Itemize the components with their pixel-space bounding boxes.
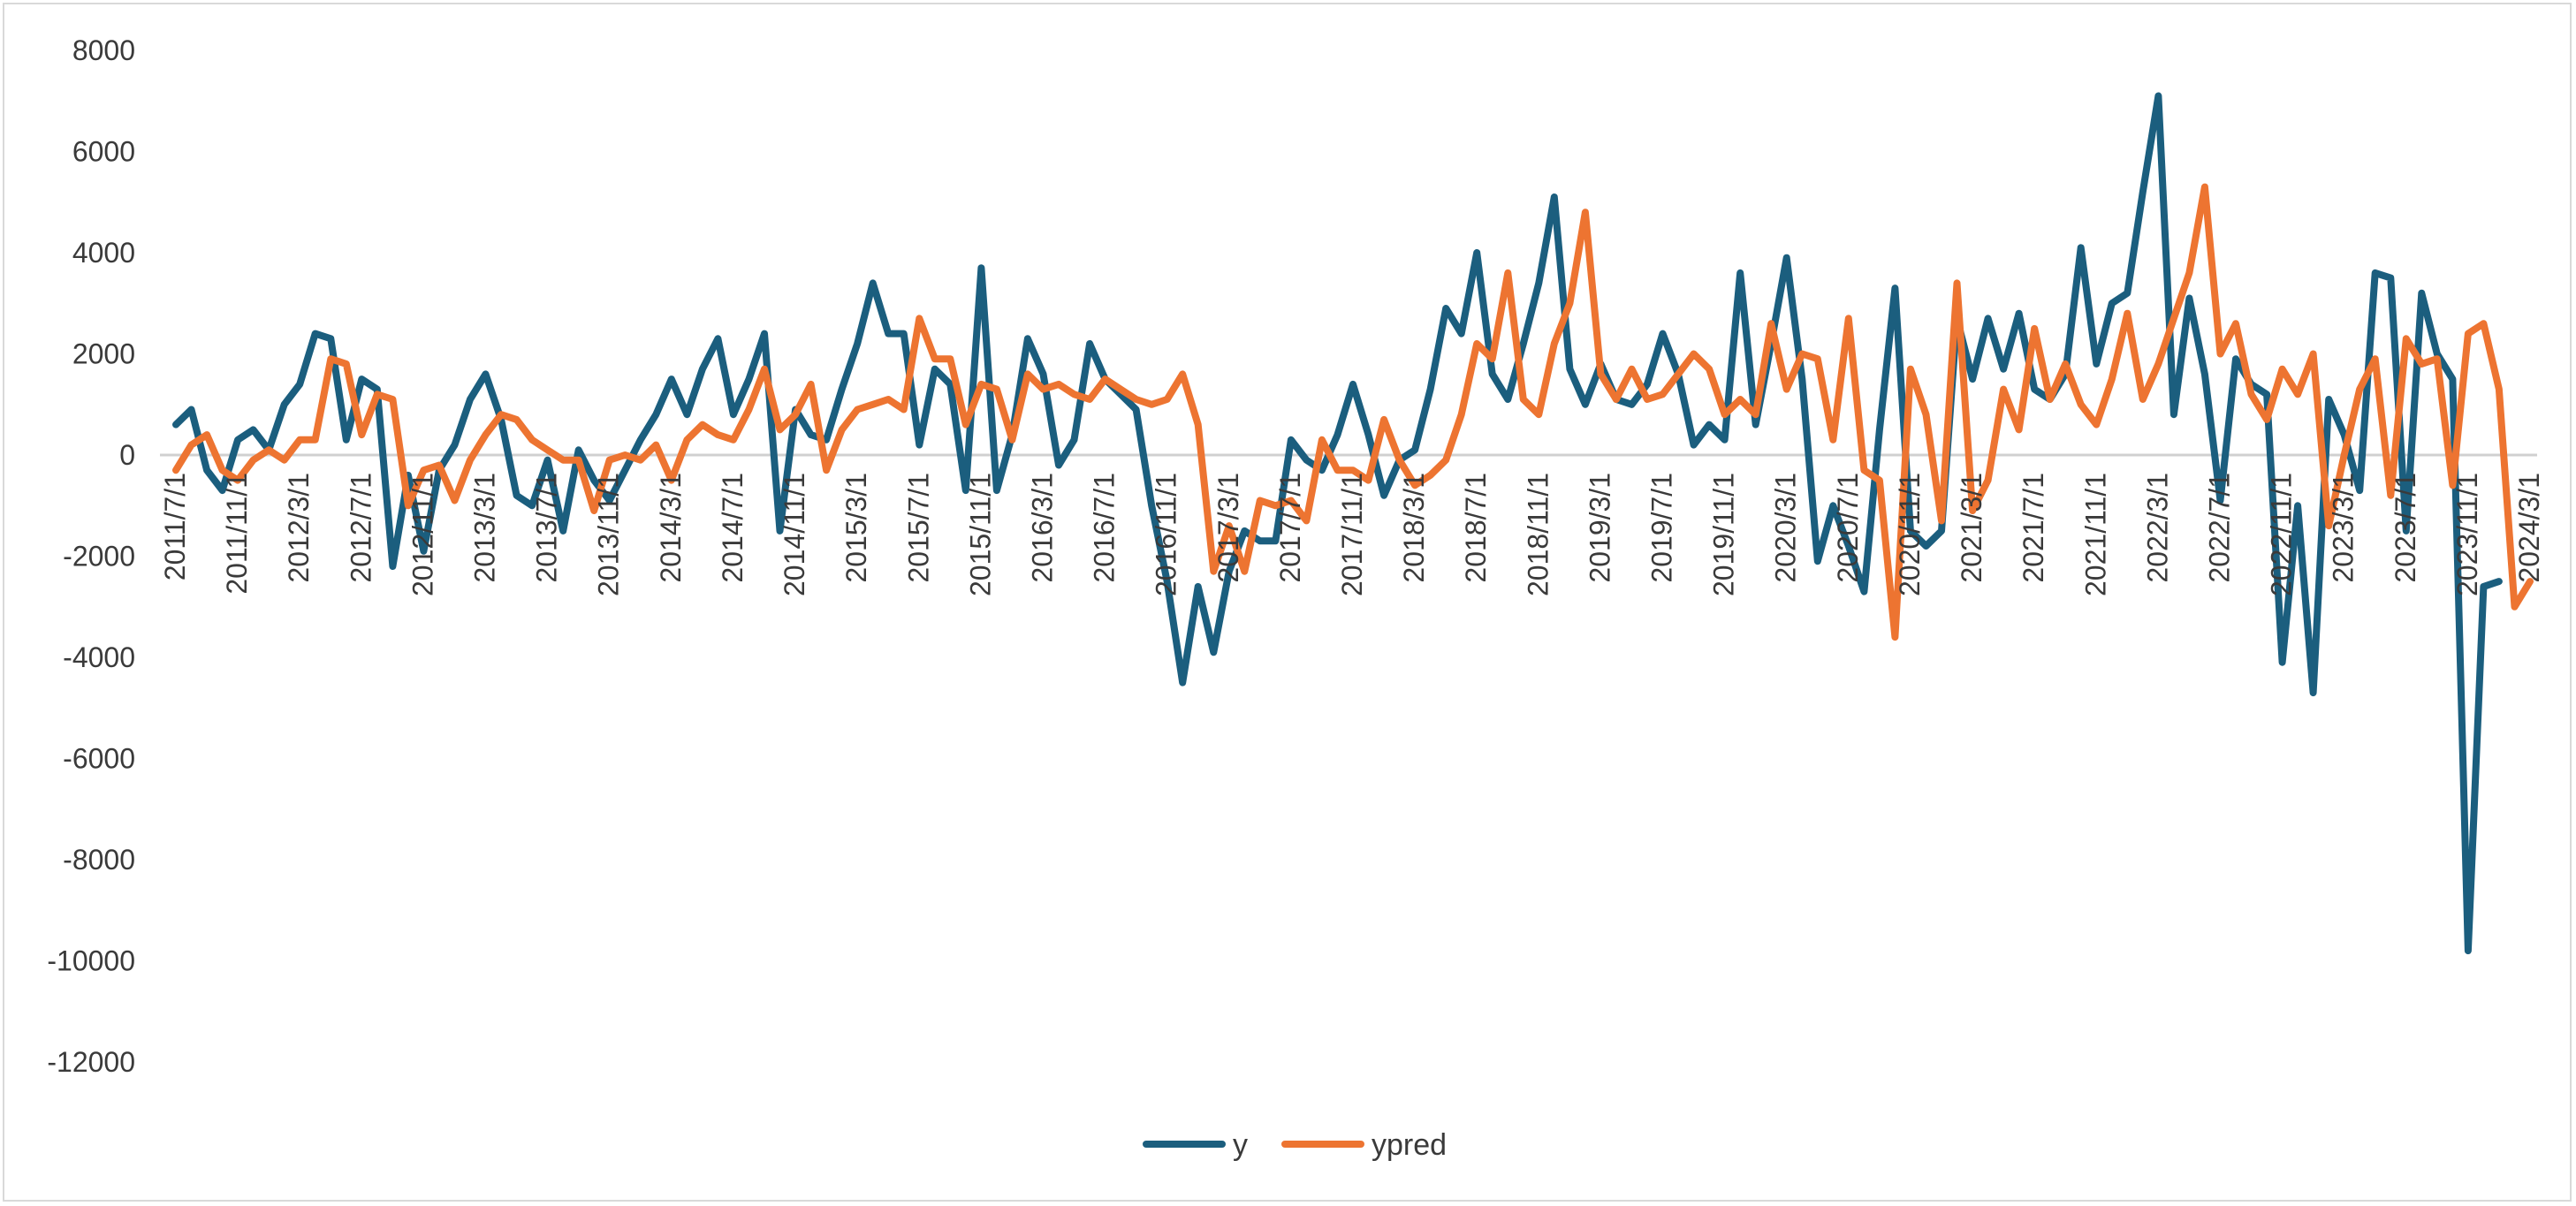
- x-tick-label: 2023/3/1: [2328, 473, 2359, 583]
- x-tick-label: 2016/3/1: [1026, 473, 1058, 583]
- series-line-y: [172, 92, 2503, 955]
- legend-label-y: y: [1233, 1128, 1248, 1162]
- x-tick-label: 2011/7/1: [159, 473, 191, 580]
- x-tick-label: 2020/3/1: [1770, 473, 1802, 583]
- x-tick-label: 2015/11/1: [964, 473, 996, 596]
- x-tick-label: 2014/11/1: [779, 473, 810, 596]
- x-tick-label: 2018/7/1: [1460, 473, 1492, 583]
- x-tick-label: 2019/7/1: [1646, 473, 1678, 583]
- y-tick-label: -10000: [47, 945, 135, 977]
- x-tick-label: 2019/3/1: [1584, 473, 1615, 583]
- y-tick-label: 4000: [72, 237, 135, 269]
- x-tick-label: 2021/7/1: [2017, 473, 2049, 583]
- x-tick-label: 2012/7/1: [345, 473, 376, 583]
- y-tick-label: 6000: [72, 136, 135, 168]
- x-tick-label: 2021/3/1: [1956, 473, 1987, 583]
- x-tick-label: 2020/7/1: [1832, 473, 1864, 583]
- legend-label-ypred: ypred: [1372, 1128, 1447, 1162]
- x-tick-label: 2023/7/1: [2390, 473, 2421, 583]
- x-tick-label: 2014/7/1: [717, 473, 748, 583]
- x-axis-tick-labels: 2011/7/1 2011/11/1 2012/3/1 2012/7/1 2012/11…: [159, 473, 2545, 596]
- x-tick-label: 2022/3/1: [2141, 473, 2173, 583]
- y-tick-label: -6000: [63, 743, 135, 775]
- x-tick-label: 2016/7/1: [1089, 473, 1121, 583]
- x-tick-label: 2013/11/1: [593, 473, 625, 596]
- x-tick-label: 2015/3/1: [840, 473, 872, 583]
- series-line-ypred: [172, 183, 2534, 641]
- series-lines: [172, 92, 2534, 955]
- y-tick-label: -2000: [63, 541, 135, 573]
- x-tick-label: 2012/3/1: [283, 473, 315, 583]
- y-tick-label: -8000: [63, 844, 135, 876]
- x-tick-label: 2022/11/1: [2266, 473, 2298, 596]
- x-tick-label: 2024/3/1: [2513, 473, 2545, 583]
- x-tick-label: 2016/11/1: [1151, 473, 1182, 596]
- x-tick-label: 2013/7/1: [531, 473, 563, 583]
- y-tick-label: -12000: [47, 1046, 135, 1078]
- legend: y ypred: [1143, 1128, 1447, 1162]
- x-tick-label: 2021/11/1: [2079, 473, 2111, 596]
- x-tick-label: 2015/7/1: [902, 473, 934, 583]
- x-tick-label: 2019/11/1: [1708, 473, 1740, 596]
- x-tick-label: 2012/11/1: [407, 473, 438, 596]
- y-tick-label: 0: [119, 439, 135, 471]
- x-tick-label: 2017/3/1: [1212, 473, 1244, 583]
- x-tick-label: 2018/3/1: [1398, 473, 1430, 583]
- x-tick-label: 2013/3/1: [469, 473, 501, 583]
- chart-frame: 8000 6000 4000 2000 0 -2000 -4000 -6000 -8000 -10…: [3, 3, 2572, 1202]
- x-tick-label: 2011/11/1: [221, 473, 253, 595]
- x-tick-label: 2014/3/1: [655, 473, 687, 583]
- line-chart: 8000 6000 4000 2000 0 -2000 -4000 -6000 -8000 -10…: [47, 34, 2545, 1162]
- x-tick-label: 2023/11/1: [2451, 473, 2483, 596]
- x-tick-label: 2017/11/1: [1336, 473, 1368, 596]
- y-tick-label: 8000: [72, 34, 135, 66]
- y-tick-label: -4000: [63, 641, 135, 673]
- y-axis-tick-labels: 8000 6000 4000 2000 0 -2000 -4000 -6000 -8000 -10…: [47, 34, 135, 1078]
- x-tick-label: 2018/11/1: [1522, 473, 1554, 596]
- y-tick-label: 2000: [72, 338, 135, 370]
- x-tick-label: 2017/7/1: [1274, 473, 1306, 583]
- x-tick-label: 2020/11/1: [1894, 473, 1926, 596]
- x-tick-label: 2022/7/1: [2203, 473, 2235, 583]
